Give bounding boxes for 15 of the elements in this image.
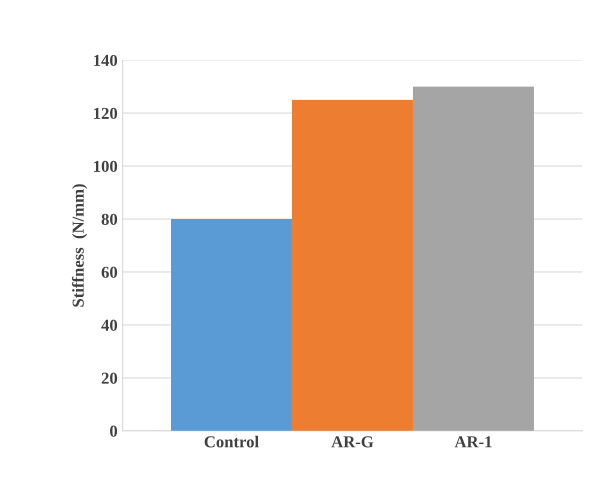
y-tick-label: 80: [102, 214, 118, 225]
y-tick-label: 0: [110, 426, 118, 437]
y-axis-title: Stiffness (N/mm): [72, 184, 88, 307]
bar: [170, 219, 292, 431]
bar: [292, 100, 413, 431]
x-tick-label: AR-G: [331, 436, 374, 448]
y-tick-label: 20: [102, 372, 118, 384]
y-tick-label: 140: [94, 54, 118, 66]
y-tick-label: 100: [94, 160, 118, 172]
y-tick-label: 120: [94, 108, 118, 120]
x-tick-label: AR-1: [454, 436, 492, 448]
y-tick-label: 60: [102, 266, 118, 278]
bar: [412, 86, 534, 431]
y-tick-label: 40: [101, 320, 118, 331]
x-tick-label: Control: [204, 436, 259, 448]
